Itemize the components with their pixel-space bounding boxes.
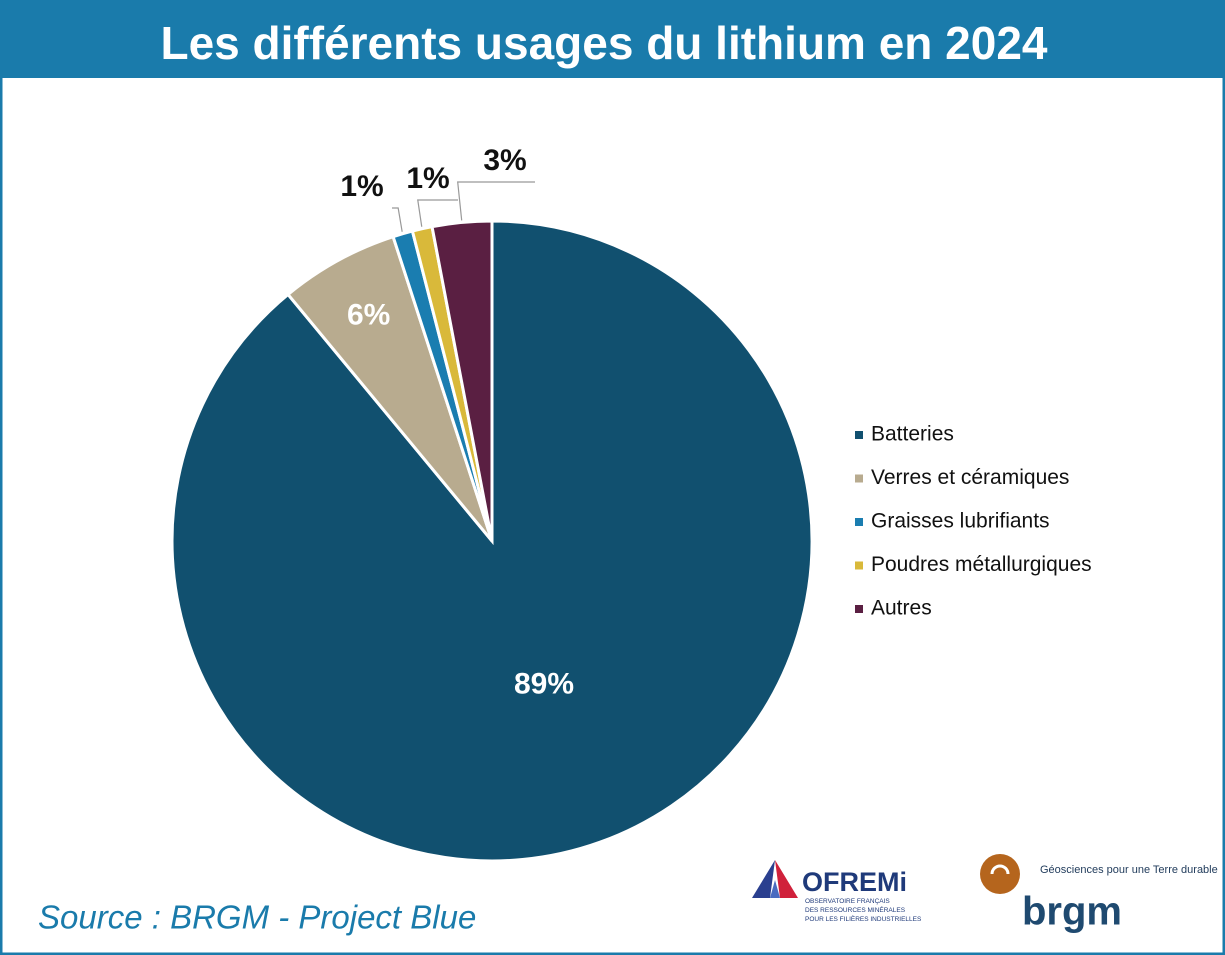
logo-shape (775, 860, 798, 898)
data-label: 1% (406, 162, 449, 195)
legend-swatch (855, 431, 863, 439)
leader-line (392, 207, 403, 232)
logo-text: brgm (1022, 890, 1122, 934)
data-label: 3% (483, 144, 526, 177)
ofremi-logo: OFREMi OBSERVATOIRE FRANÇAIS DES RESSOUR… (752, 860, 922, 923)
legend-swatch (855, 561, 863, 570)
legend-label: Verres et céramiques (871, 466, 1069, 489)
leader-line (457, 181, 535, 221)
logo-shape (980, 854, 1020, 894)
leader-line (417, 199, 458, 227)
legend-swatch (855, 605, 863, 613)
pie-slice (285, 234, 494, 542)
title-bar (0, 0, 1225, 78)
data-label: 6% (347, 299, 390, 332)
legend-label: Poudres métallurgiques (871, 553, 1092, 576)
legend-swatch (855, 474, 863, 483)
chart-title: Les différents usages du lithium en 2024 (160, 17, 1047, 69)
logo-tagline: Géosciences pour une Terre durable (1040, 864, 1218, 876)
legend-swatch (855, 518, 863, 526)
brgm-logo: Géosciences pour une Terre durable brgm (980, 854, 1218, 934)
pie: 89% 6% 1% 1% 3% (170, 144, 814, 863)
logo-shape (752, 860, 775, 898)
legend-label: Batteries (871, 423, 954, 446)
logo-shape (770, 880, 780, 898)
logo-subtext: POUR LES FILIÈRES INDUSTRIELLES (805, 914, 922, 923)
logo-subtext: OBSERVATOIRE FRANÇAIS (805, 898, 890, 905)
logo-shape (990, 864, 1010, 875)
pie-slice (430, 219, 494, 542)
logo-subtext: DES RESSOURCES MINÉRALES (805, 905, 906, 914)
legend: Batteries Verres et céramiques Graisses lu… (855, 423, 1092, 620)
logo-text: OFREMi (802, 867, 907, 897)
legend-label: Autres (871, 597, 932, 620)
data-label: 1% (340, 170, 383, 203)
legend-label: Graisses lubrifiants (871, 510, 1050, 533)
source: Source : BRGM - Project Blue (38, 899, 476, 936)
data-label: 89% (514, 667, 574, 700)
